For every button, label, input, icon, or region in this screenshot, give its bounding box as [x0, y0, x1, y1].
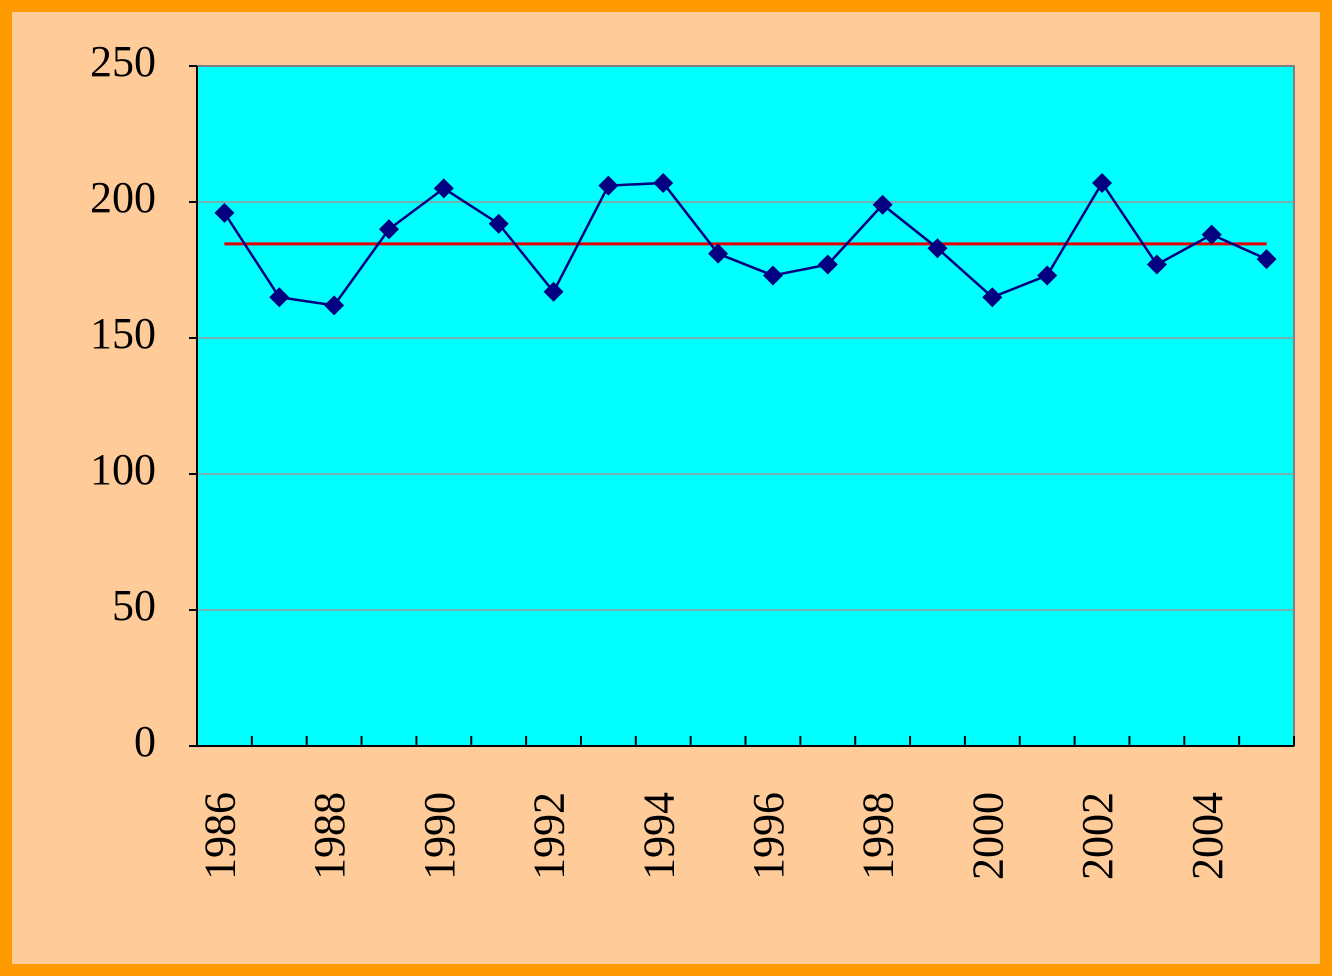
data-point: [653, 172, 674, 193]
x-tick-label: 2000: [963, 792, 1012, 880]
data-point: [817, 254, 838, 275]
data-point: [488, 213, 509, 234]
x-tick-label: 1994: [634, 792, 683, 880]
data-point: [1092, 172, 1113, 193]
data-point: [1146, 254, 1167, 275]
data-point: [433, 178, 454, 199]
series-line: [223, 180, 1268, 307]
x-tick-label: 1988: [305, 792, 354, 880]
data-point: [269, 287, 290, 308]
y-tick-label: 0: [134, 717, 156, 766]
y-tick-label: 250: [90, 37, 156, 86]
x-tick-label: 2004: [1183, 792, 1232, 880]
data-point: [543, 281, 564, 302]
y-tick-label: 100: [90, 445, 156, 494]
data-point: [708, 243, 729, 264]
y-tick-label: 50: [112, 581, 156, 630]
data-point: [762, 265, 783, 286]
data-point: [214, 202, 235, 223]
data-point: [927, 238, 948, 259]
x-tick-label: 1998: [854, 792, 903, 880]
data-point: [1201, 224, 1222, 245]
data-point: [598, 175, 619, 196]
data-point: [378, 219, 399, 240]
x-tick-label: 1990: [415, 792, 464, 880]
data-point: [324, 295, 345, 316]
x-tick-label: 1986: [196, 792, 245, 880]
x-tick-label: 2002: [1073, 792, 1122, 880]
plot-area: [196, 65, 1295, 747]
data-point: [1037, 265, 1058, 286]
data-point: [1256, 249, 1277, 270]
x-tick-label: 1996: [744, 792, 793, 880]
x-tick-label: 1992: [525, 792, 574, 880]
data-point: [872, 194, 893, 215]
y-tick-label: 200: [90, 173, 156, 222]
y-tick-label: 150: [90, 309, 156, 358]
data-point: [982, 287, 1003, 308]
